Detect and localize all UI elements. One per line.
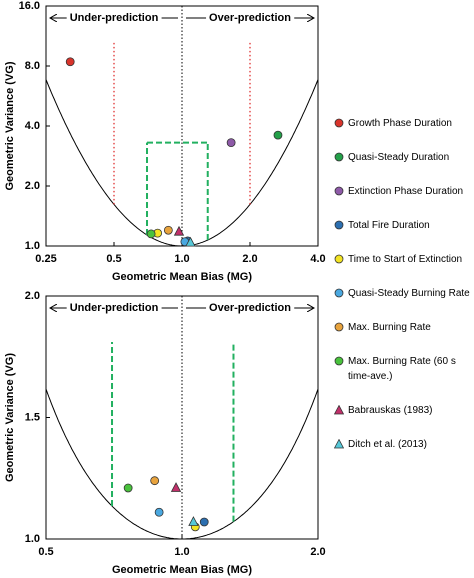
mg-vg-curve	[46, 79, 318, 246]
legend-swatch	[334, 220, 344, 230]
legend-item: Max. Burning Rate (60 s time-ave.)	[334, 354, 472, 384]
legend-marker	[334, 220, 344, 230]
annotation-bg	[66, 301, 162, 314]
y-tick-label: 4.0	[25, 120, 40, 132]
annotation-bg	[206, 11, 295, 24]
legend-marker	[334, 439, 344, 449]
y-tick-label: 16.0	[19, 0, 40, 12]
point	[146, 229, 156, 239]
x-axis-title: Geometric Mean Bias (MG)	[112, 564, 252, 576]
x-tick-label: 1.0	[174, 546, 189, 558]
annotation-bg	[206, 301, 295, 314]
legend-swatch	[334, 152, 344, 162]
legend-item: Time to Start of Extinction	[334, 252, 472, 267]
legend-label: Total Fire Duration	[348, 220, 430, 231]
point	[226, 138, 236, 148]
point	[188, 516, 199, 526]
x-tick-label: 2.0	[242, 253, 257, 265]
point	[199, 517, 209, 527]
y-tick-label: 2.0	[25, 290, 40, 302]
legend-swatch	[334, 322, 344, 332]
point	[173, 225, 185, 236]
plot-content	[46, 6, 318, 246]
legend: Growth Phase Duration Quasi-Steady Durati…	[334, 116, 472, 471]
y-axis-title: Geometric Variance (VG)	[4, 61, 16, 190]
x-tick-label: 0.5	[38, 546, 53, 558]
y-axis-title: Geometric Variance (VG)	[4, 353, 16, 482]
legend-item: Extinction Phase Duration	[334, 184, 472, 199]
point	[163, 225, 173, 235]
point	[123, 483, 133, 493]
legend-label: Max. Burning Rate	[348, 322, 431, 333]
legend-swatch	[334, 439, 344, 449]
legend-swatch	[334, 405, 344, 415]
annotation-bg	[66, 11, 162, 24]
x-tick-label: 2.0	[310, 546, 325, 558]
x-tick-label: 4.0	[310, 253, 325, 265]
point	[150, 476, 160, 486]
point	[170, 482, 182, 492]
legend-item: Ditch et al. (2013)	[334, 437, 472, 452]
legend-marker	[334, 356, 344, 366]
y-tick-label: 1.5	[25, 411, 40, 423]
legend-swatch	[334, 186, 344, 196]
legend-marker	[334, 254, 344, 264]
legend-item: Quasi-Steady Duration	[334, 150, 472, 165]
legend-label: Babrauskas (1983)	[348, 405, 433, 416]
legend-item: Max. Burning Rate	[334, 320, 472, 335]
annotation: Over-prediction	[209, 12, 291, 24]
legend-swatch	[334, 118, 344, 128]
point	[185, 236, 196, 247]
legend-marker	[334, 152, 344, 162]
y-tick-label: 1.0	[25, 533, 40, 545]
legend-marker	[334, 405, 344, 415]
legend-item: Growth Phase Duration	[334, 116, 472, 131]
legend-marker	[334, 322, 344, 332]
legend-swatch	[334, 356, 344, 366]
legend-swatch	[334, 254, 344, 264]
legend-marker	[334, 118, 344, 128]
legend-item: Babrauskas (1983)	[334, 403, 472, 418]
point	[65, 57, 75, 67]
x-tick-label: 0.25	[35, 253, 56, 265]
legend-label: Quasi-Steady Duration	[348, 152, 450, 163]
point	[273, 130, 283, 140]
legend-label: Quasi-Steady Burning Rate	[348, 288, 470, 299]
y-tick-label: 1.0	[25, 240, 40, 252]
legend-marker	[334, 288, 344, 298]
mg-vg-curve	[46, 388, 318, 539]
legend-label: Growth Phase Duration	[348, 118, 452, 129]
x-axis-title: Geometric Mean Bias (MG)	[112, 271, 252, 283]
y-tick-label: 8.0	[25, 60, 40, 72]
x-tick-label: 1.0	[174, 253, 189, 265]
annotation: Over-prediction	[209, 302, 291, 314]
legend-label: Extinction Phase Duration	[348, 186, 464, 197]
point	[154, 507, 164, 517]
legend-item: Quasi-Steady Burning Rate	[334, 286, 472, 301]
legend-label: Max. Burning Rate (60 s time-ave.)	[348, 356, 456, 382]
legend-swatch	[334, 288, 344, 298]
legend-label: Ditch et al. (2013)	[348, 439, 427, 450]
plot-content	[46, 296, 318, 539]
x-tick-label: 0.5	[106, 253, 121, 265]
annotation: Under-prediction	[70, 302, 159, 314]
legend-item: Total Fire Duration	[334, 218, 472, 233]
legend-label: Time to Start of Extinction	[348, 254, 463, 265]
legend-marker	[334, 186, 344, 196]
y-tick-label: 2.0	[25, 180, 40, 192]
annotation: Under-prediction	[70, 12, 159, 24]
